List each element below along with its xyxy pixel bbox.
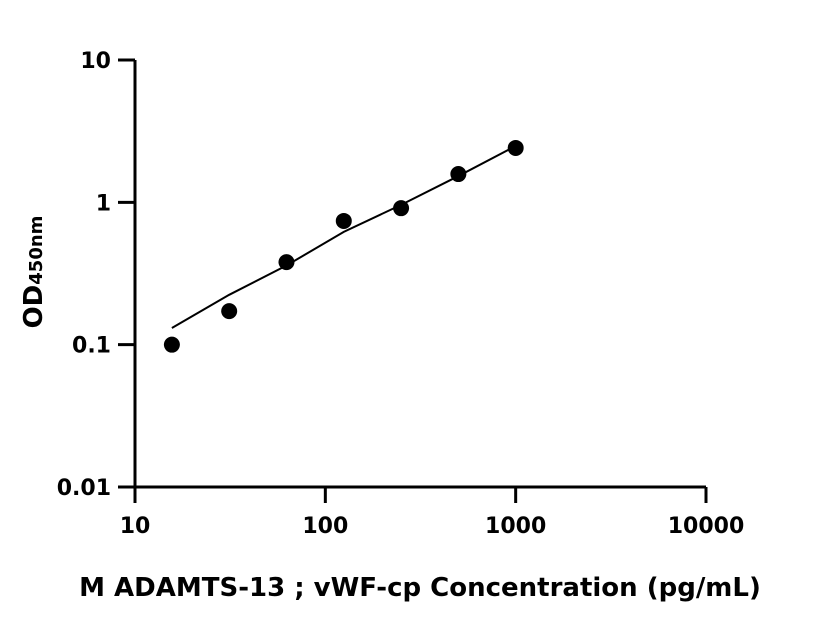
data-point	[450, 166, 467, 183]
data-point	[278, 254, 295, 271]
data-point	[393, 200, 410, 217]
x-tick-label: 10	[120, 514, 151, 539]
y-tick-label: 0.1	[72, 334, 111, 359]
x-tick-label: 100	[302, 514, 348, 539]
data-point	[221, 303, 238, 320]
y-tick-label: 10	[80, 49, 111, 74]
x-tick-label: 1000	[485, 514, 546, 539]
y-axis-label-sub: 450nm	[26, 216, 47, 285]
data-point	[163, 336, 180, 353]
x-tick-label: 10000	[668, 514, 745, 539]
y-tick-label: 1	[96, 191, 111, 216]
x-axis-label: M ADAMTS-13 ; vWF-cp Concentration (pg/m…	[79, 573, 761, 603]
data-point	[335, 212, 352, 229]
y-tick-label: 0.01	[57, 476, 111, 501]
y-axis-label: OD450nm	[19, 216, 49, 329]
data-point	[507, 139, 524, 156]
y-axis-label-main: OD	[19, 285, 49, 329]
